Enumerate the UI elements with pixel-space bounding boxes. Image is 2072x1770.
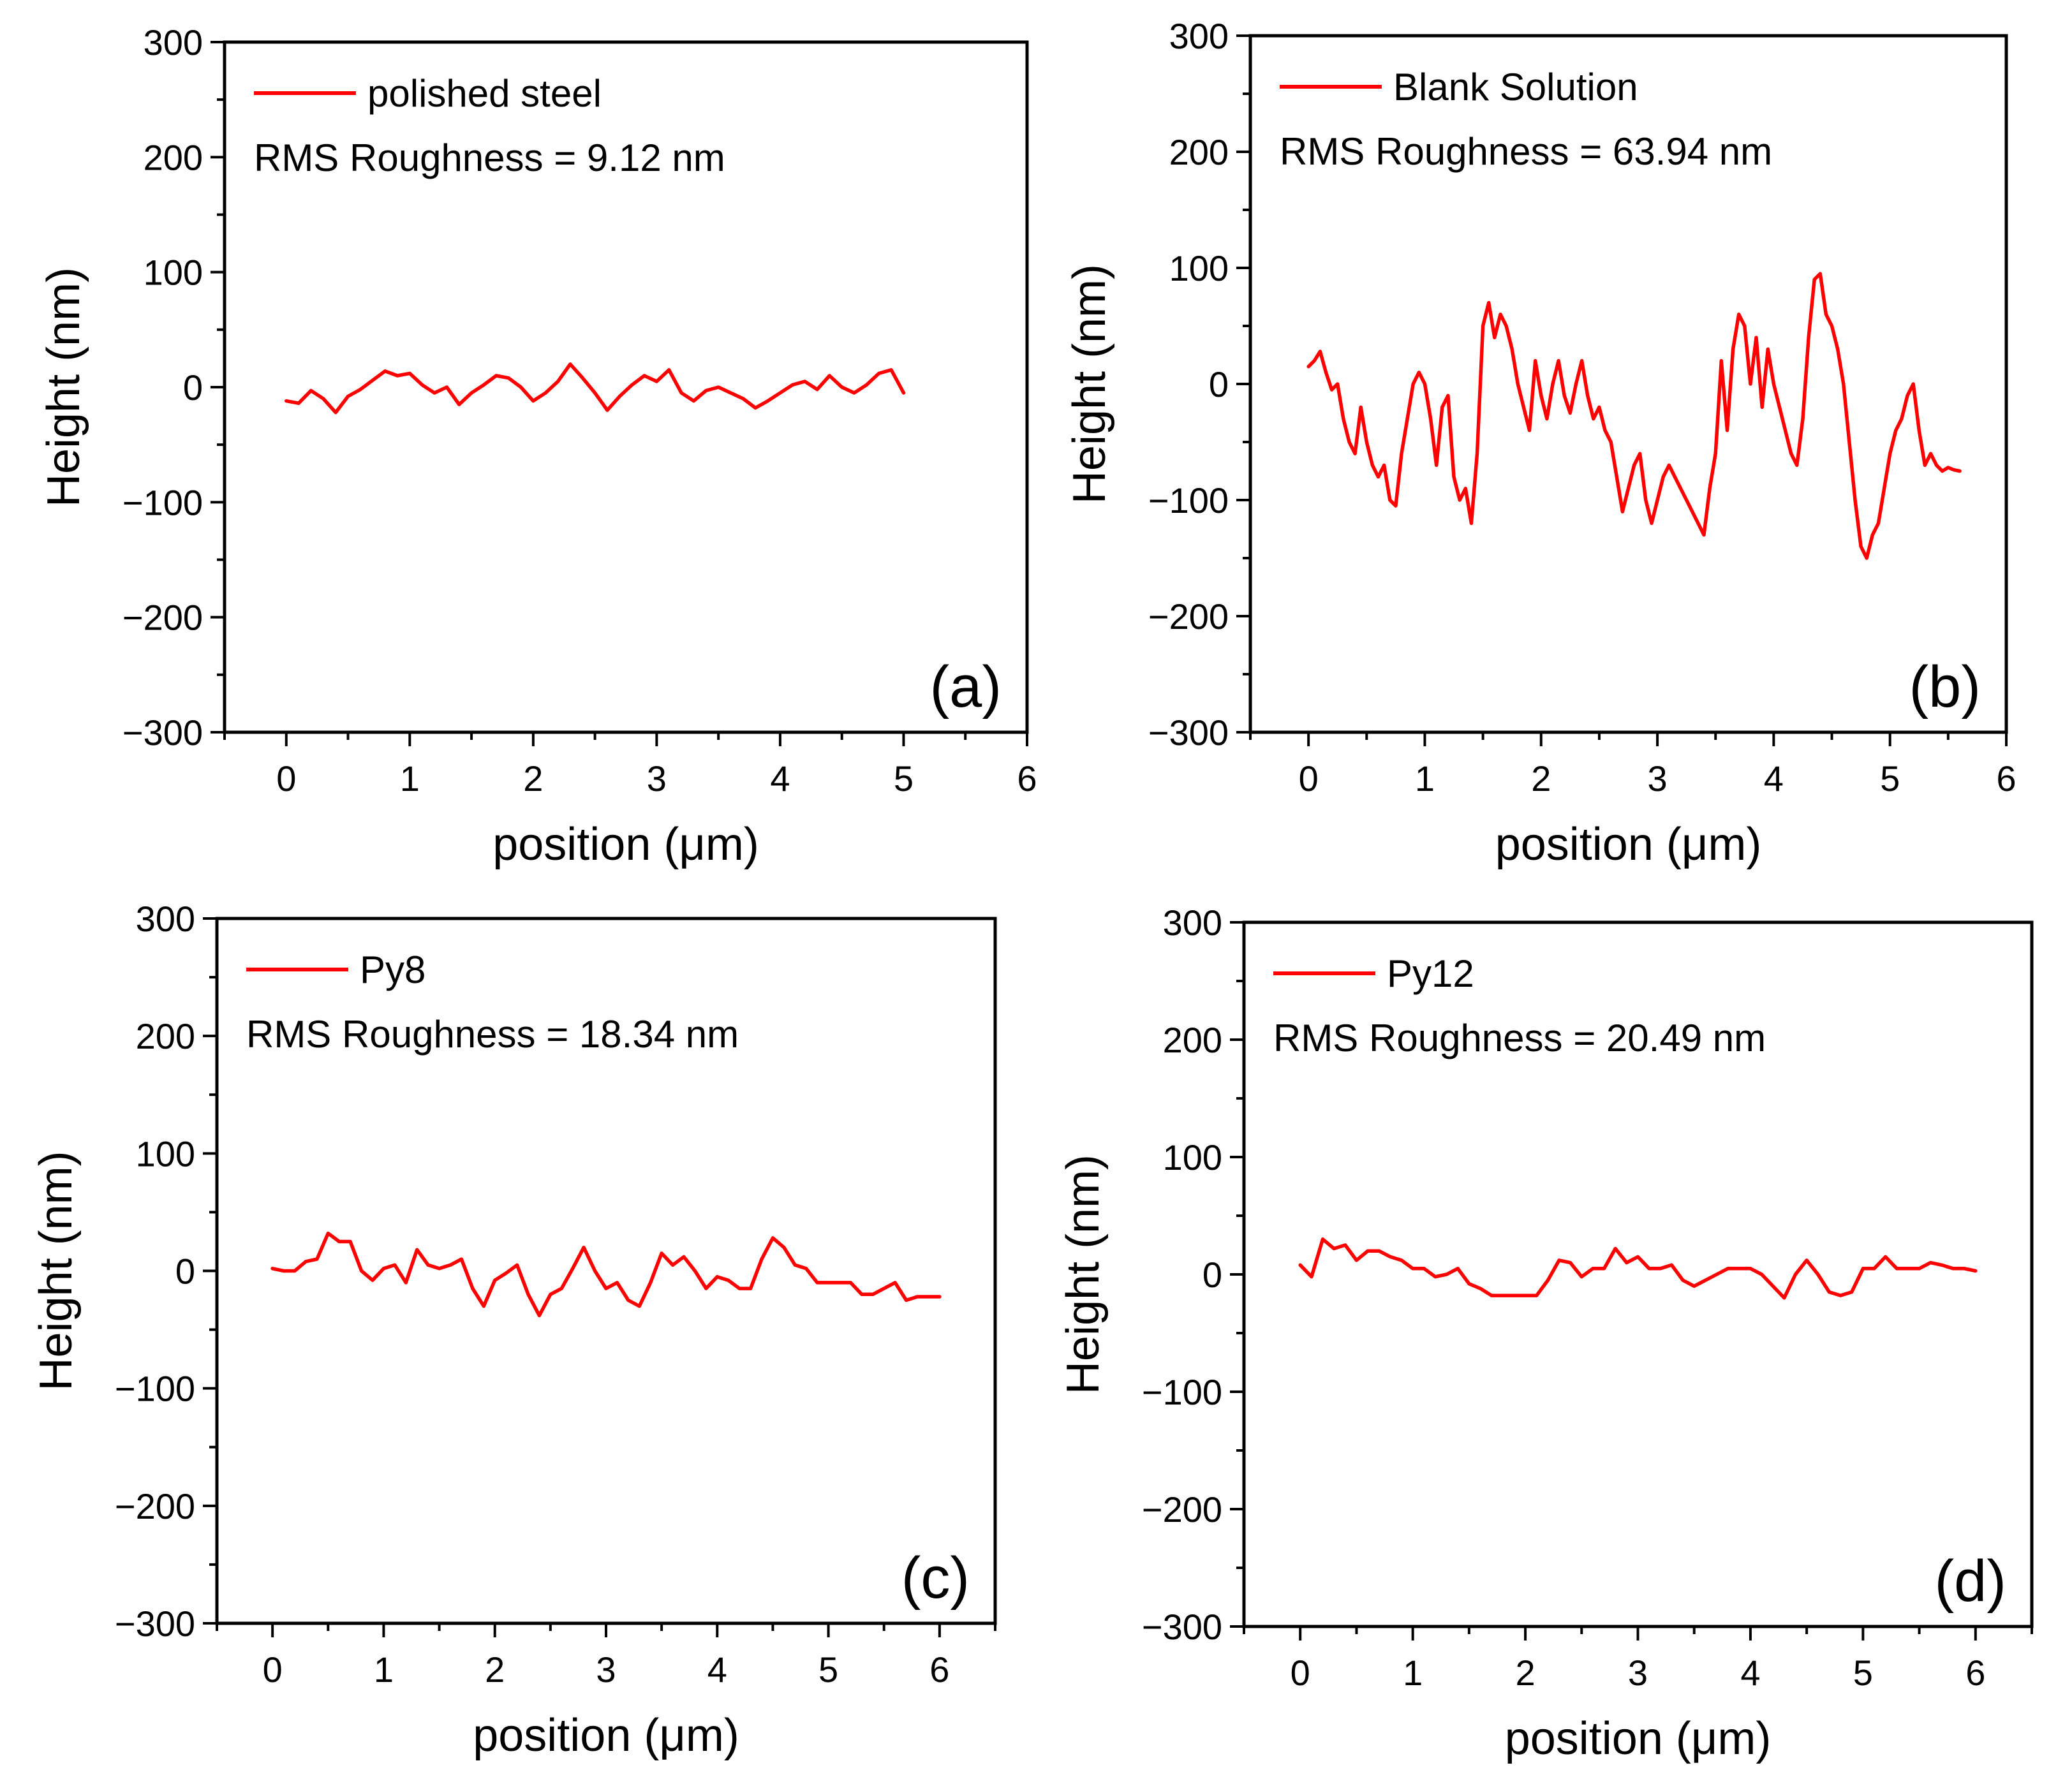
x-tick-label: 6 (929, 1649, 949, 1690)
y-tick-label: 100 (136, 1133, 195, 1174)
y-axis-title: Height (nm) (38, 267, 89, 507)
x-tick-label: 6 (1965, 1653, 1985, 1693)
panel-b: −300 −200 −100 0 100 200 300 0 1 2 3 4 5 6 position (μ… (1064, 16, 2017, 870)
rms-annotation: RMS Roughness = 20.49 nm (1273, 1017, 1766, 1059)
y-tick-label: 100 (1169, 248, 1229, 288)
y-tick-label: −200 (115, 1486, 195, 1526)
y-tick-label: 100 (144, 253, 203, 293)
series-line-polished-steel (285, 362, 906, 415)
x-tick-label: 2 (485, 1649, 505, 1690)
x-tick-label: 2 (523, 758, 543, 799)
x-tick-label: 5 (818, 1649, 838, 1690)
legend-label: Py8 (360, 948, 426, 991)
y-tick-label: 0 (183, 367, 203, 408)
legend-label: Py12 (1387, 952, 1474, 995)
y-tick-label: 200 (144, 137, 203, 177)
y-axis-title: Height (nm) (1064, 264, 1115, 504)
y-tick-label: −100 (1148, 480, 1229, 520)
x-tick-label: 1 (1415, 758, 1435, 799)
panel-label: (a) (930, 654, 1002, 719)
y-tick-label: 0 (1202, 1255, 1222, 1295)
x-tick-label: 3 (596, 1649, 616, 1690)
x-tick-label: 0 (1299, 758, 1319, 799)
x-tick-label: 0 (1291, 1653, 1310, 1693)
x-tick-label: 1 (1403, 1653, 1423, 1693)
x-axis-title: position (μm) (1495, 819, 1762, 870)
x-tick-label: 0 (263, 1649, 283, 1690)
y-tick-label: −200 (122, 598, 203, 638)
y-tick-label: −200 (1148, 596, 1229, 637)
x-tick-label: 2 (1515, 1653, 1535, 1693)
y-tick-label: 200 (136, 1016, 195, 1056)
rms-annotation: RMS Roughness = 9.12 nm (254, 136, 725, 179)
panel-label: (d) (1935, 1549, 2006, 1614)
y-tick-label: 100 (1163, 1137, 1222, 1177)
x-tick-label: 4 (707, 1649, 727, 1690)
y-tick-label: −300 (1142, 1607, 1222, 1647)
x-tick-label: 5 (1880, 758, 1900, 799)
y-tick-label: −100 (115, 1369, 195, 1409)
x-tick-label: 4 (770, 758, 790, 799)
x-tick-label: 5 (894, 758, 914, 799)
x-tick-label: 4 (1764, 758, 1784, 799)
y-tick-label: 300 (136, 899, 195, 939)
x-tick-label: 0 (276, 758, 296, 799)
y-tick-label: −200 (1142, 1489, 1222, 1530)
y-tick-label: −300 (115, 1604, 195, 1644)
panel-d: −300 −200 −100 0 100 200 300 0 1 2 3 4 5 6 position (μ… (1058, 903, 2034, 1764)
x-tick-label: 5 (1853, 1653, 1873, 1693)
x-tick-label: 6 (1996, 758, 2016, 799)
series-line-py12 (1298, 1237, 1978, 1300)
y-tick-label: 0 (175, 1251, 195, 1292)
x-axis-title: position (μm) (492, 819, 759, 870)
y-tick-label: 0 (1209, 364, 1229, 404)
y-axis-title: Height (nm) (1058, 1154, 1109, 1394)
y-tick-label: 200 (1163, 1020, 1222, 1060)
x-axis-title: position (μm) (1505, 1713, 1772, 1764)
series-line-blank-solution (1306, 272, 1962, 560)
x-tick-label: 2 (1531, 758, 1551, 799)
x-tick-label: 1 (400, 758, 420, 799)
y-axis-title: Height (nm) (31, 1151, 82, 1390)
rms-annotation: RMS Roughness = 63.94 nm (1280, 130, 1772, 173)
x-tick-label: 3 (647, 758, 667, 799)
x-tick-label: 6 (1017, 758, 1037, 799)
x-tick-label: 1 (374, 1649, 394, 1690)
legend-label: polished steel (367, 72, 602, 115)
panel-a: −300 −200 −100 0 100 200 300 0 1 2 3 4 5 6 position (μ… (38, 22, 1037, 870)
panel-label: (c) (901, 1545, 970, 1611)
y-tick-label: 300 (1169, 16, 1229, 56)
x-tick-label: 3 (1628, 1653, 1648, 1693)
y-tick-label: 200 (1169, 132, 1229, 172)
legend-label: Blank Solution (1393, 66, 1638, 108)
x-tick-label: 4 (1740, 1653, 1760, 1693)
y-tick-label: 300 (144, 22, 203, 63)
series-line-py8 (270, 1231, 942, 1318)
x-axis-title: position (μm) (473, 1710, 739, 1761)
x-tick-label: 3 (1647, 758, 1667, 799)
y-tick-label: −100 (1142, 1372, 1222, 1412)
y-tick-label: 300 (1163, 903, 1222, 943)
y-tick-label: −300 (1148, 712, 1229, 753)
y-tick-label: −100 (122, 482, 203, 522)
panel-label: (b) (1909, 654, 1981, 719)
rms-annotation: RMS Roughness = 18.34 nm (246, 1013, 739, 1056)
panel-c: −300 −200 −100 0 100 200 300 0 1 2 3 4 5 6 position (μ… (31, 899, 997, 1761)
y-tick-label: −300 (122, 712, 203, 753)
